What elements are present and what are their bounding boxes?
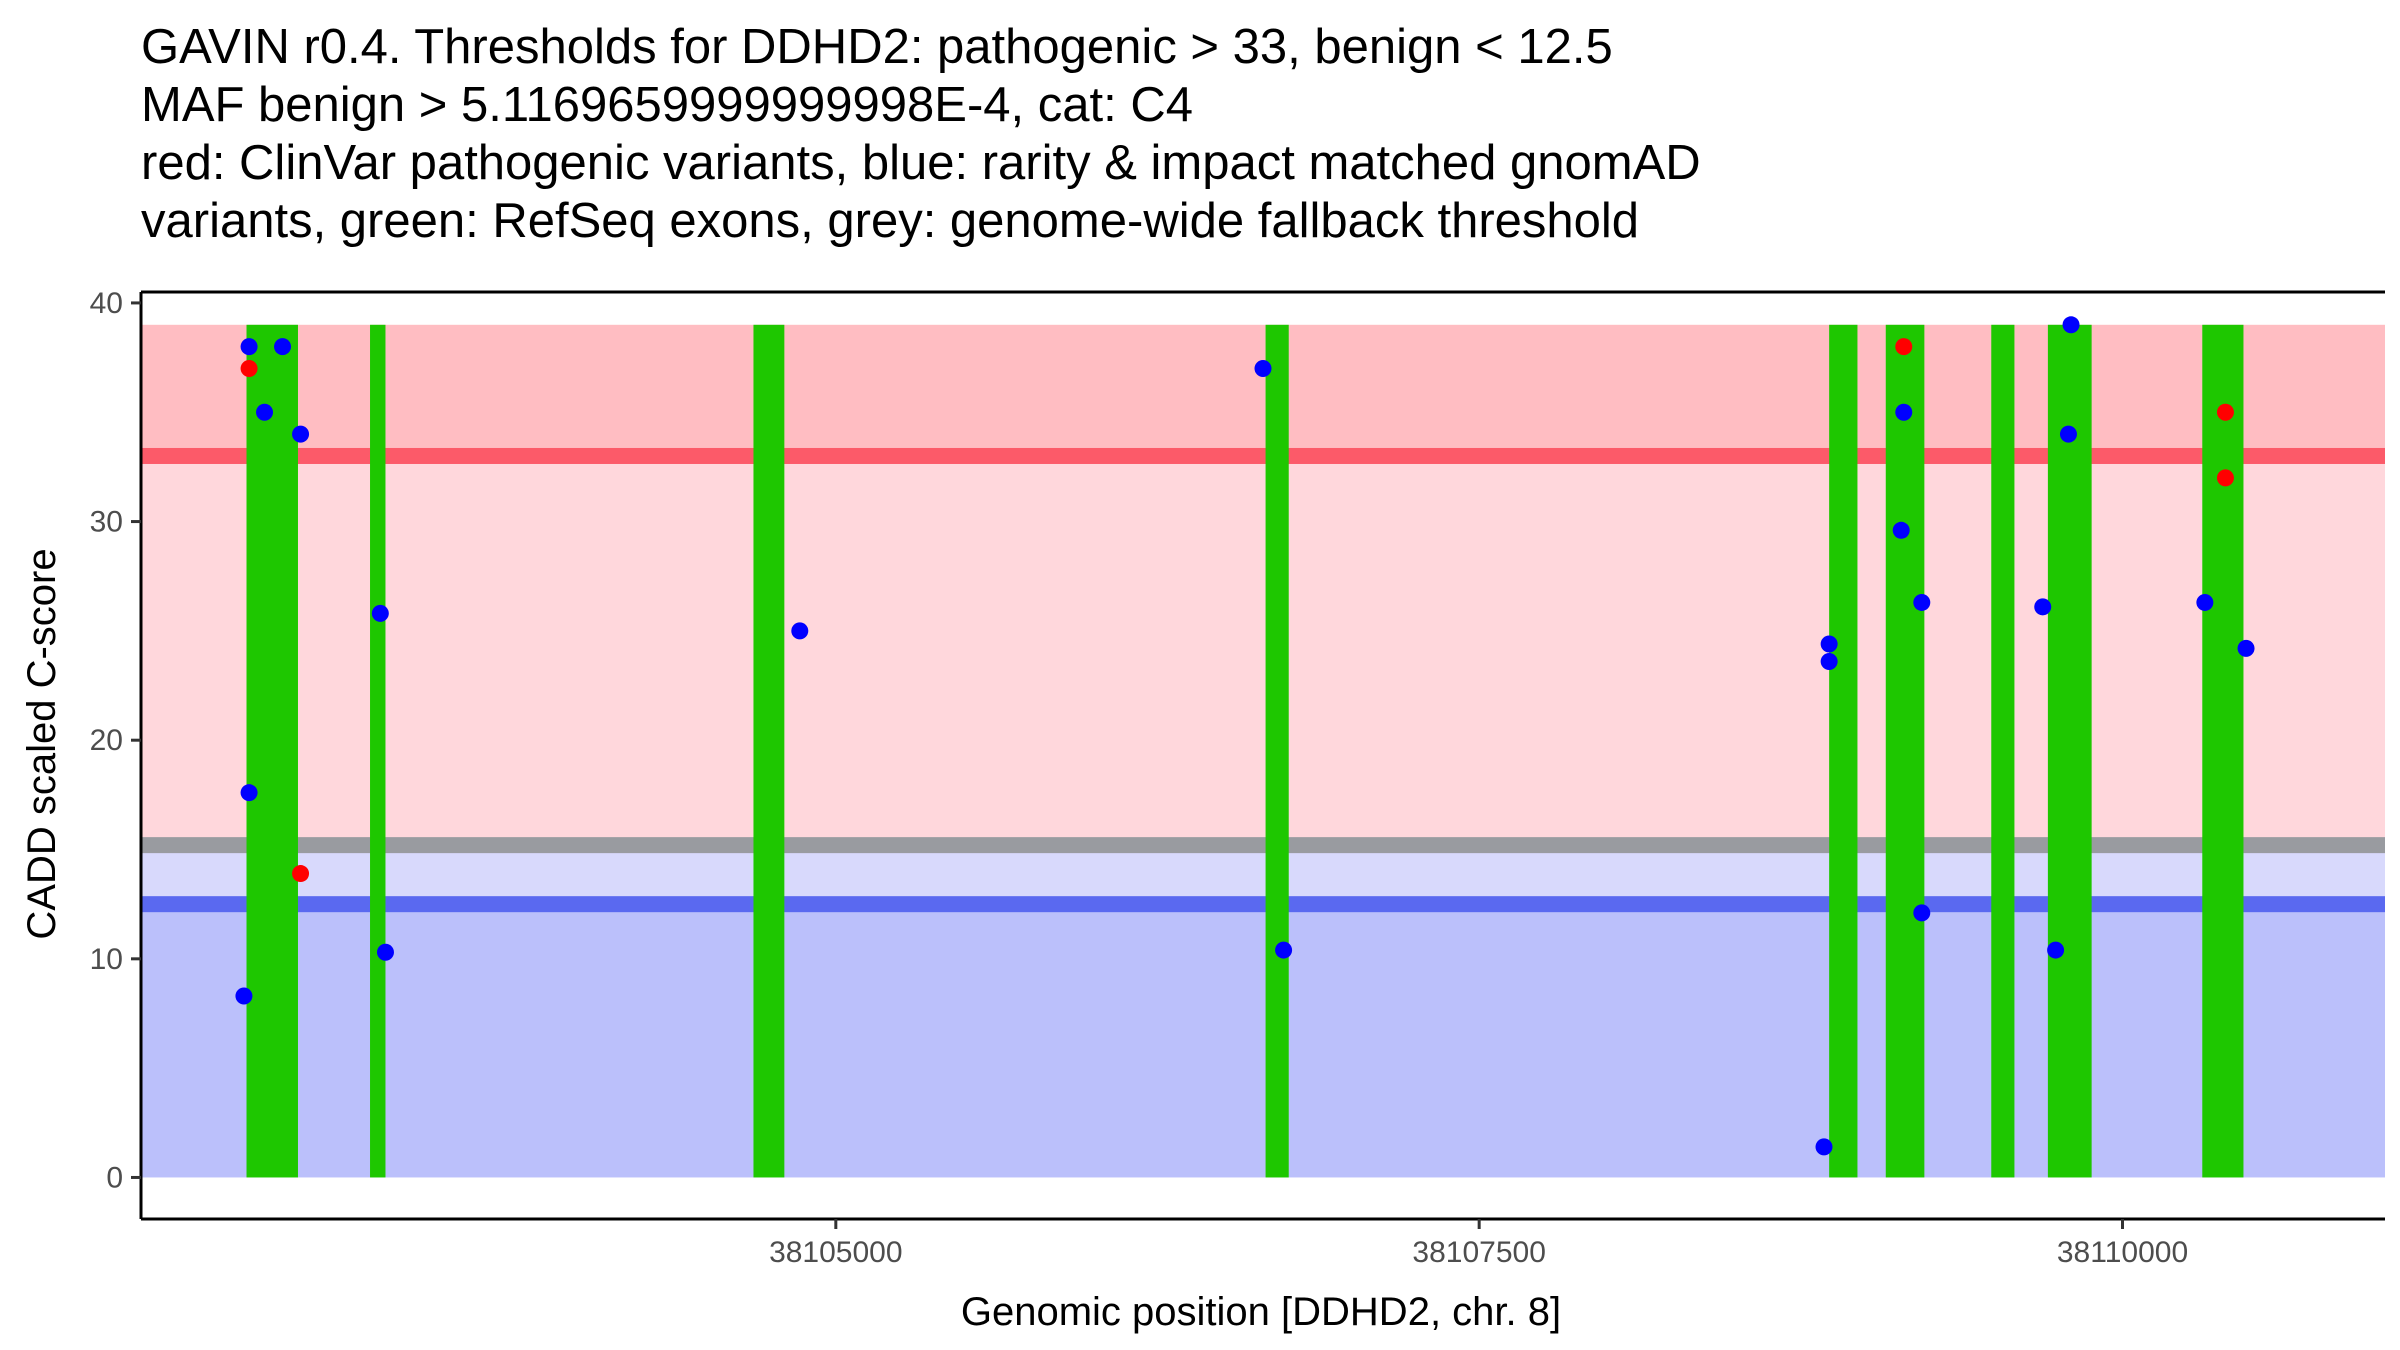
- gnomad-point-5: [240, 784, 258, 802]
- exon-bar-6: [1885, 324, 1925, 1178]
- exon-bar-4: [1265, 324, 1289, 1178]
- exon-bar-3: [753, 324, 785, 1178]
- exon-bar-5: [1829, 324, 1858, 1178]
- x-tick-label-38110000: 38110000: [2057, 1236, 2188, 1269]
- gnomad-point-19: [2062, 316, 2080, 334]
- title-line-2: MAF benign > 5.1169659999999998E-4, cat:…: [141, 78, 1193, 132]
- title-line-4: variants, green: RefSeq exons, grey: gen…: [141, 194, 1639, 248]
- axes: 0 10 20 30 40 38105000 38107500 38110000: [90, 287, 2385, 1269]
- y-tick-label-10: 10: [90, 943, 123, 976]
- title-line-1: GAVIN r0.4. Thresholds for DDHD2: pathog…: [141, 20, 1613, 74]
- clinvar-point-1: [240, 360, 258, 378]
- y-tick-label-30: 30: [90, 506, 123, 539]
- clinvar-point-2: [292, 865, 310, 883]
- gnomad-point-18: [1913, 904, 1931, 922]
- plot-area: [141, 316, 2385, 1178]
- gnomad-point-10: [1254, 360, 1272, 378]
- gnomad-point-21: [2034, 598, 2052, 616]
- gnomad-point-23: [2196, 593, 2214, 611]
- gnomad-point-20: [2059, 425, 2077, 443]
- gnomad-point-1: [240, 338, 258, 356]
- gnomad-point-16: [1892, 521, 1910, 539]
- gnomad-point-9: [791, 622, 809, 640]
- exon-bar-1: [246, 324, 298, 1178]
- exon-bar-9: [2202, 324, 2244, 1178]
- fallback-threshold-line: [141, 837, 2385, 854]
- gnomad-point-14: [1815, 1138, 1833, 1156]
- gnomad-point-15: [1895, 403, 1913, 421]
- y-axis-label: CADD scaled C-score: [20, 548, 64, 939]
- gnomad-point-13: [1820, 652, 1838, 670]
- gnomad-point-8: [376, 943, 394, 961]
- clinvar-point-4: [2216, 403, 2234, 421]
- clinvar-point-3: [1895, 338, 1913, 356]
- y-tick-label-0: 0: [106, 1161, 123, 1194]
- exon-bar-2: [370, 324, 386, 1178]
- gnomad-point-17: [1913, 593, 1931, 611]
- title-line-3: red: ClinVar pathogenic variants, blue: …: [141, 136, 1701, 190]
- gnomad-point-24: [2237, 639, 2255, 657]
- chart-title: GAVIN r0.4. Thresholds for DDHD2: pathog…: [141, 20, 1701, 248]
- y-tick-label-20: 20: [90, 724, 123, 757]
- x-axis-label: Genomic position [DDHD2, chr. 8]: [961, 1290, 1561, 1334]
- gnomad-point-3: [256, 403, 274, 421]
- clinvar-point-5: [2216, 469, 2234, 487]
- y-tick-label-40: 40: [90, 287, 123, 320]
- gnomad-point-2: [274, 338, 292, 356]
- gnomad-point-22: [2047, 941, 2065, 959]
- x-tick-label-38105000: 38105000: [769, 1236, 902, 1269]
- gnomad-point-7: [371, 604, 389, 622]
- pathogenic-threshold-line: [141, 447, 2385, 464]
- gnomad-point-11: [1275, 941, 1293, 959]
- exon-bar-8: [2047, 324, 2092, 1178]
- exon-bar-7: [1991, 324, 2015, 1178]
- gnomad-point-12: [1820, 635, 1838, 653]
- x-tick-label-38107500: 38107500: [1412, 1236, 1545, 1269]
- gnomad-point-4: [292, 425, 310, 443]
- gnomad-point-6: [235, 987, 253, 1005]
- benign-threshold-line: [141, 896, 2385, 913]
